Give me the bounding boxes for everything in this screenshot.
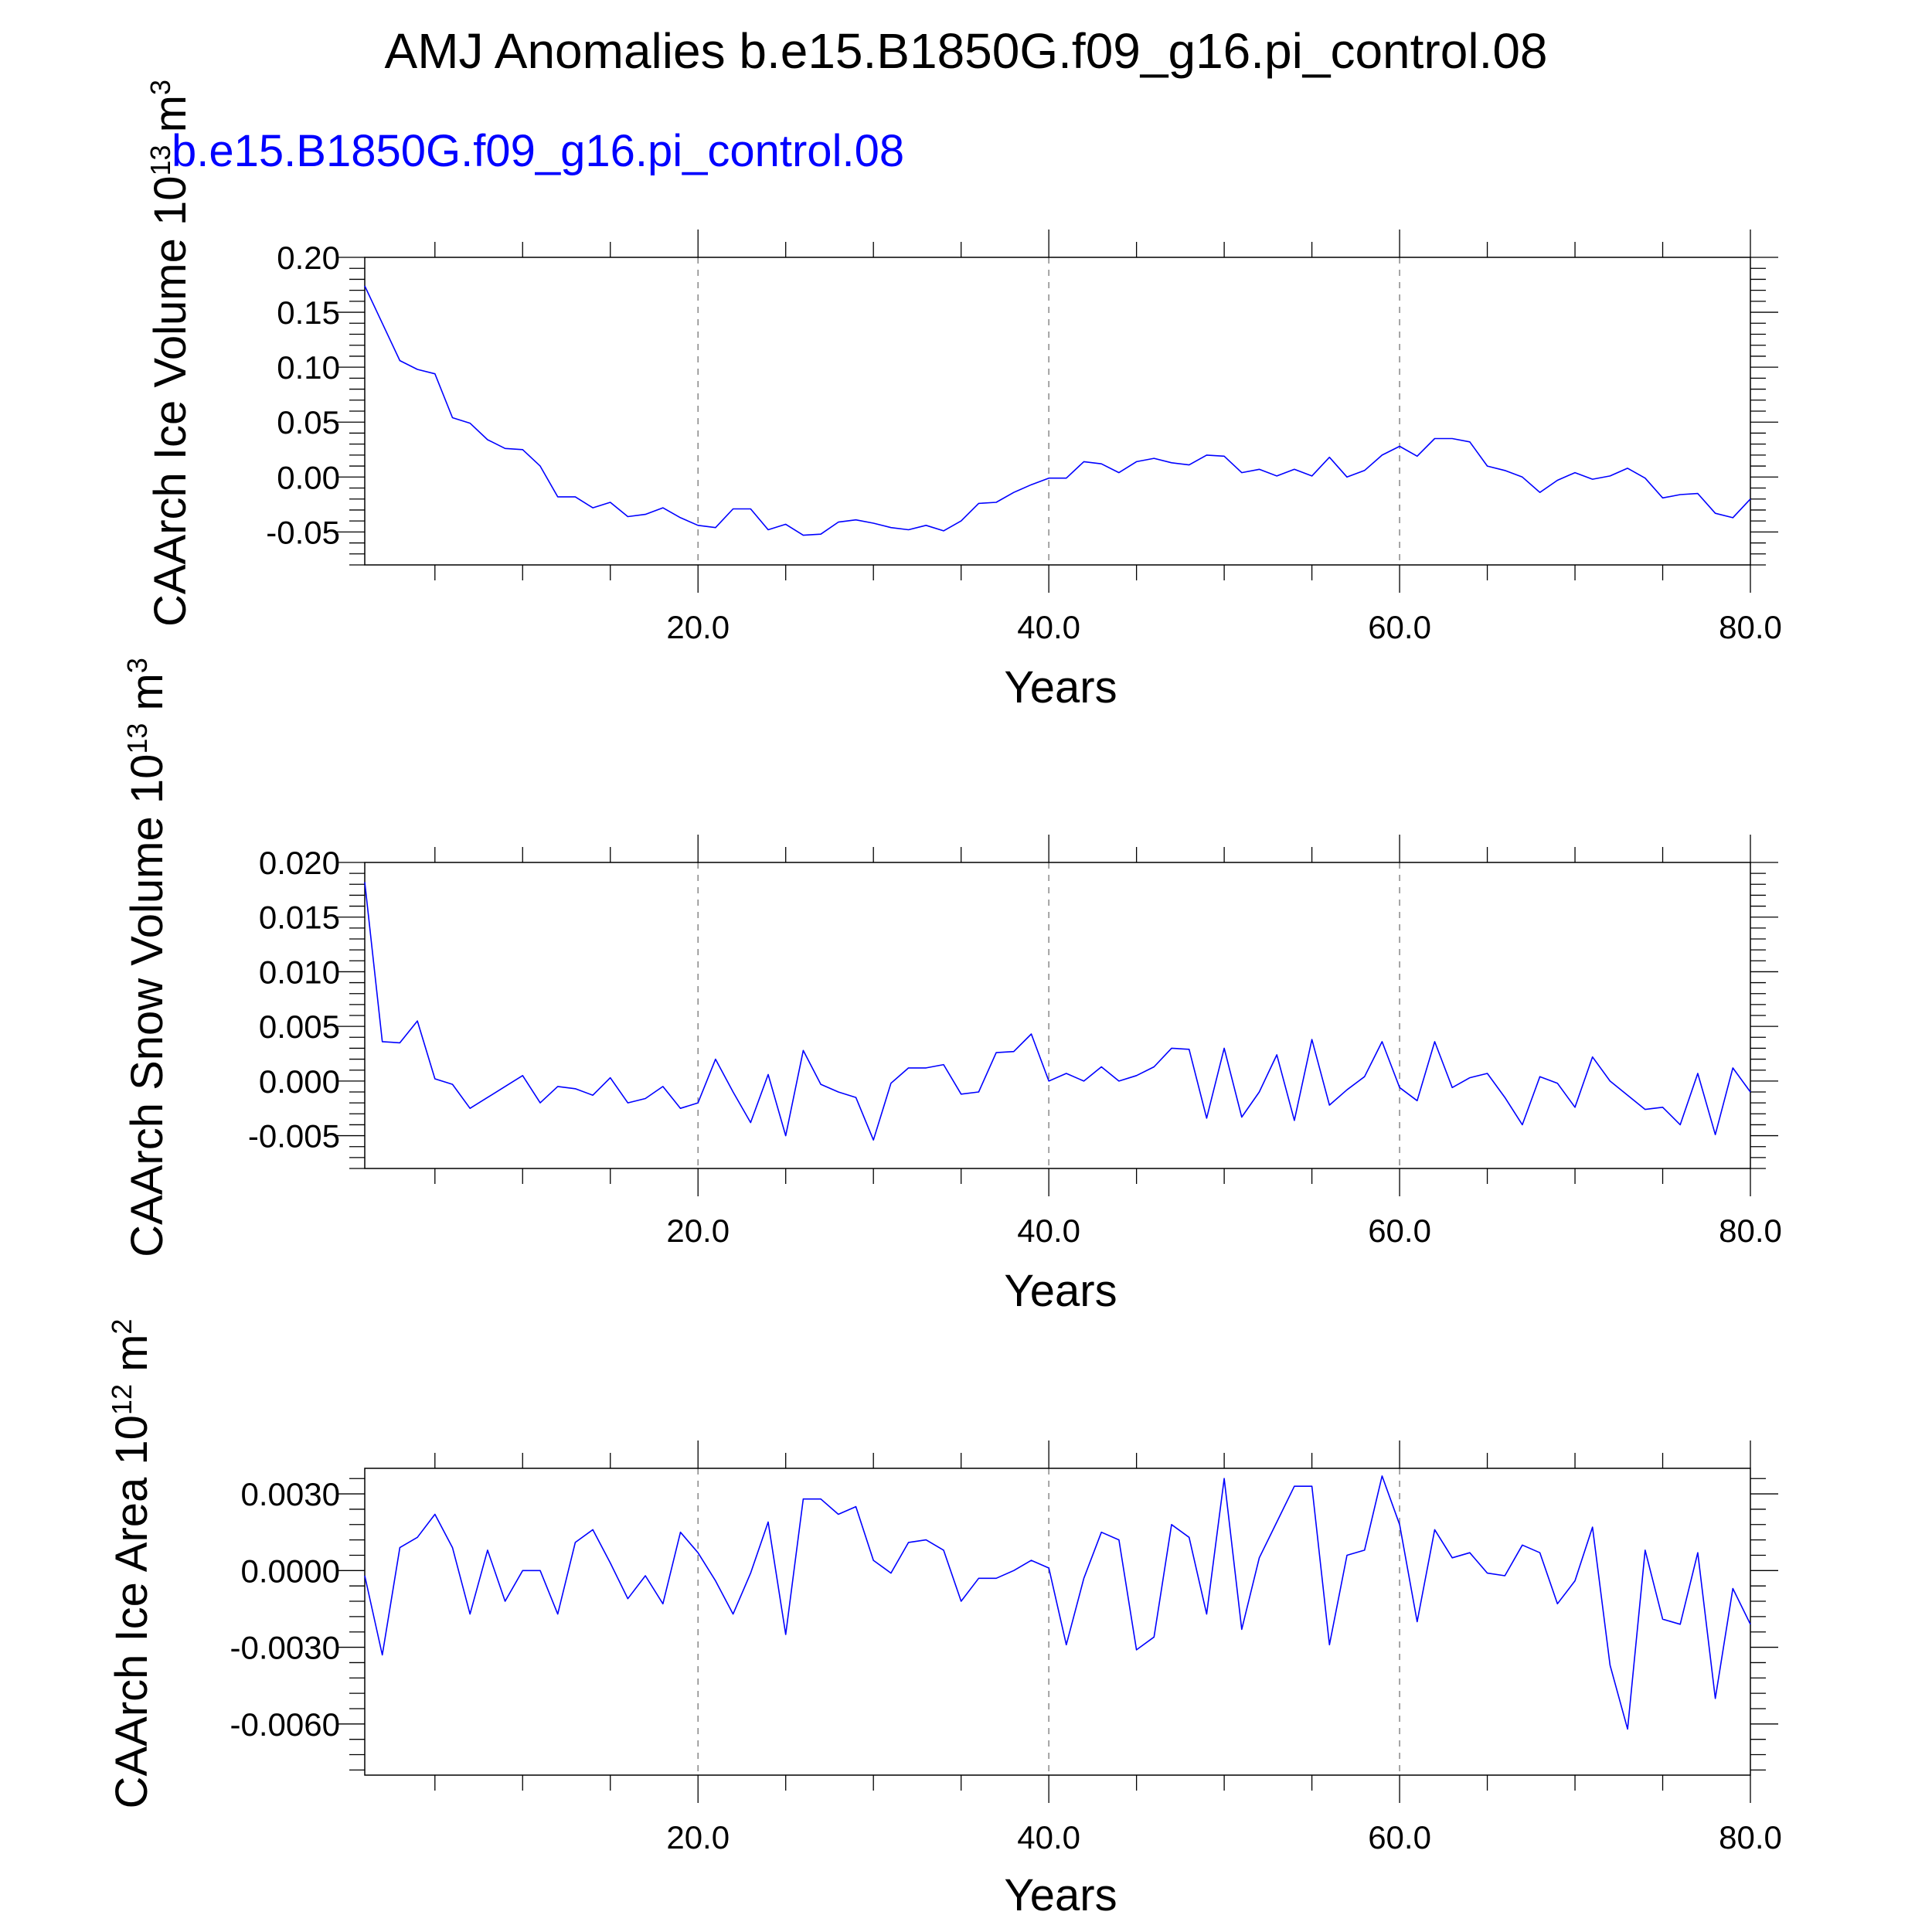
chart-subtitle: b.e15.B1850G.f09_g16.pi_control.08 [172, 126, 904, 176]
y-tick-label: 0.00 [277, 459, 340, 495]
x-axis-title: Years [1004, 662, 1117, 713]
chart-panel-1: 0.20 0.15 0.10 0.05 0.00 -0.05 20.0 40.0 60.0 80.… [145, 80, 1782, 713]
y-tick-label: 0.05 [277, 404, 340, 440]
y-tick-label: 0.10 [277, 349, 340, 386]
x-tick-label: 80.0 [1719, 1819, 1782, 1855]
y-tick-label: 0.015 [259, 900, 340, 936]
series-line [364, 882, 1751, 1141]
y-axis-title: CAArch Snow Volume 1013 m3 [121, 658, 172, 1257]
x-tick-label: 80.0 [1719, 1213, 1782, 1249]
x-tick-label: 20.0 [666, 1213, 730, 1249]
y-tick-label: -0.0060 [230, 1706, 340, 1743]
y-axis-title-superscript: 12 [106, 1384, 138, 1415]
y-axis-title: CAArch Ice Volume 1013 m3 [145, 80, 196, 627]
x-tick-label: 60.0 [1368, 1819, 1431, 1855]
y-axis-title-part: CAArch Ice Area 10 [107, 1415, 157, 1808]
x-tick-label: 20.0 [666, 609, 730, 645]
x-tick-label: 80.0 [1719, 609, 1782, 645]
y-tick-label: 0.010 [259, 954, 340, 990]
plot-frame [364, 1468, 1751, 1776]
x-tick-label: 40.0 [1017, 1819, 1080, 1855]
x-tick-label: 40.0 [1017, 609, 1080, 645]
y-tick-label: 0.005 [259, 1009, 340, 1045]
y-tick-label: 0.15 [277, 294, 340, 331]
chart-panel-2: 0.020 0.015 0.010 0.005 0.000 -0.005 20.0 40.0 6… [121, 658, 1782, 1316]
y-axis-title-part: CAArch Snow Volume 10 [122, 754, 172, 1257]
y-axis-title-part: m [107, 1335, 157, 1384]
plot-frame [364, 257, 1751, 566]
series-line [364, 1475, 1751, 1730]
y-tick-label: 0.020 [259, 845, 340, 881]
plot-frame [364, 862, 1751, 1169]
x-axis-title: Years [1004, 1266, 1117, 1316]
y-tick-label: 0.000 [259, 1063, 340, 1100]
x-tick-label: 60.0 [1368, 609, 1431, 645]
chart-panel-3: 0.0030 0.0000 -0.0030 -0.0060 20.0 40.0 60.0 80… [106, 1319, 1782, 1920]
y-tick-label: 0.0000 [241, 1553, 340, 1589]
y-axis-title-superscript: 3 [121, 658, 153, 673]
y-tick-label: 0.0030 [241, 1476, 340, 1512]
x-tick-label: 20.0 [666, 1819, 730, 1855]
chart-title: AMJ Anomalies b.e15.B1850G.f09_g16.pi_co… [385, 23, 1548, 79]
y-axis-title-part: m [122, 673, 172, 723]
y-tick-label: -0.005 [248, 1118, 340, 1155]
y-axis-title: CAArch Ice Area 1012 m2 [106, 1319, 157, 1809]
series-line [364, 285, 1751, 536]
y-tick-label: -0.0030 [230, 1630, 340, 1666]
y-axis-title-part: CAArch Ice Volume 10 [145, 176, 196, 628]
x-tick-label: 60.0 [1368, 1213, 1431, 1249]
x-axis-title: Years [1004, 1870, 1117, 1920]
x-tick-label: 40.0 [1017, 1213, 1080, 1249]
y-axis-title-superscript: 13 [145, 145, 176, 175]
y-tick-label: -0.05 [266, 514, 340, 550]
y-axis-title-superscript: 2 [106, 1319, 138, 1335]
y-axis-title-superscript: 13 [121, 723, 153, 754]
y-axis-title-superscript: 3 [145, 80, 176, 95]
y-tick-label: 0.20 [277, 240, 340, 276]
y-axis-title-part: m [145, 95, 196, 145]
